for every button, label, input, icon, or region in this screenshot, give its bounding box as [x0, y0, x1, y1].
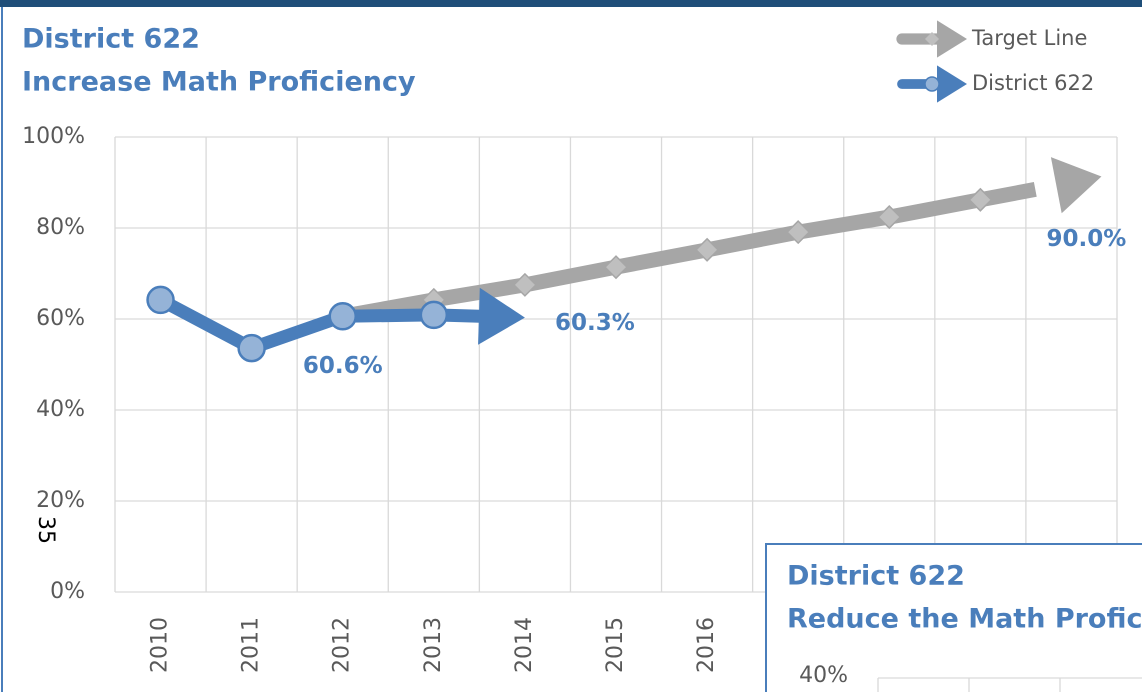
y-tick-label: 40%	[799, 663, 848, 688]
y-tick-label: 20%	[36, 488, 85, 513]
top-border	[0, 0, 1142, 7]
diamond-marker	[786, 220, 811, 245]
x-tick-label: 2012	[330, 617, 355, 673]
x-tick-label: 2013	[421, 617, 446, 673]
diamond-marker	[695, 237, 720, 262]
data-label: 60.3%	[555, 310, 635, 336]
x-tick-label: 2014	[512, 617, 537, 673]
diamond-marker	[877, 205, 902, 230]
arrowhead	[478, 287, 525, 345]
circle-marker	[146, 285, 175, 315]
chart-title: District 622	[787, 561, 965, 592]
x-tick-label: 2011	[239, 617, 264, 673]
page-number: 35	[33, 516, 58, 544]
diamond-marker	[512, 272, 537, 297]
y-tick-label: 80%	[36, 215, 85, 240]
x-tick-label: 2015	[603, 617, 628, 673]
chart-subtitle: Increase Math Proficiency	[22, 67, 416, 98]
legend-marker	[924, 76, 940, 92]
y-tick-label: 60%	[36, 306, 85, 331]
chart-title: District 622	[22, 24, 200, 55]
x-tick-label: 2016	[694, 617, 719, 673]
y-tick-label: 100%	[22, 124, 85, 149]
legend-marker	[925, 32, 939, 46]
data-label: 90.0%	[1047, 226, 1127, 252]
x-tick-label: 2010	[148, 617, 173, 673]
arrowhead	[937, 20, 967, 58]
main-chart: District 622 Increase Math Proficiency 0…	[22, 20, 1126, 673]
data-label: 60.6%	[303, 353, 383, 379]
diamond-marker	[603, 255, 629, 280]
arrowhead	[1050, 157, 1102, 214]
y-tick-label: 40%	[36, 397, 85, 422]
chart-subtitle: Reduce the Math Profici	[787, 604, 1142, 635]
left-border	[1, 7, 3, 692]
arrowhead	[937, 65, 967, 103]
legend-label: Target Line	[971, 26, 1087, 50]
chart-frame	[765, 543, 1142, 692]
second-chart: District 622 Reduce the Math Profici 40%	[765, 543, 1142, 692]
legend-label: District 622	[972, 71, 1094, 95]
circle-marker	[328, 302, 357, 331]
circle-marker	[419, 300, 449, 330]
circle-marker	[237, 333, 266, 363]
diamond-marker	[968, 187, 993, 212]
y-tick-label: 0%	[50, 579, 85, 604]
